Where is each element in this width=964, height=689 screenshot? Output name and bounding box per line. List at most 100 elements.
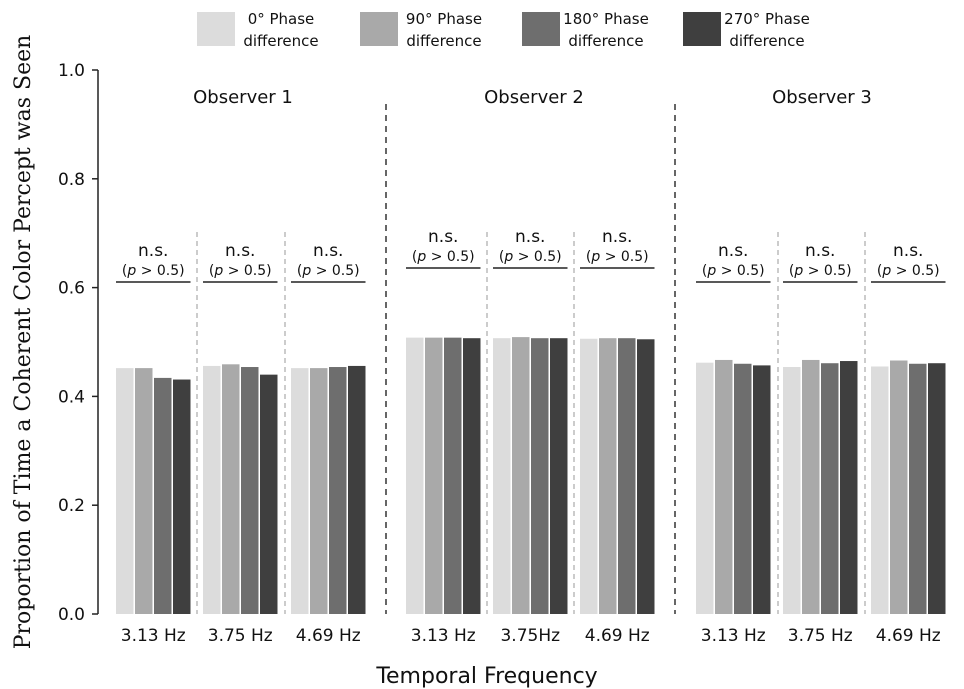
legend-swatch: [522, 12, 560, 46]
bar: [783, 367, 801, 614]
p-value-part: p: [793, 263, 803, 279]
legend-swatch: [197, 12, 235, 46]
p-value-part: > 0.5): [311, 263, 359, 279]
p-value-part: (: [209, 263, 214, 279]
p-value-part: (: [586, 249, 591, 265]
legend-swatch: [683, 12, 721, 46]
legend-label: 180° Phase: [563, 10, 649, 28]
significance-label: n.s.: [602, 227, 632, 247]
bar: [444, 337, 462, 614]
significance-label: n.s.: [313, 241, 343, 261]
significance-label: n.s.: [893, 241, 923, 261]
bar: [406, 337, 424, 614]
p-value-part: p: [416, 249, 426, 265]
p-value-label: (p > 0.5): [586, 249, 649, 265]
p-value-part: > 0.5): [891, 263, 939, 279]
p-value-part: > 0.5): [803, 263, 851, 279]
y-tick-label: 0.8: [58, 170, 85, 190]
p-value-part: > 0.5): [716, 263, 764, 279]
bar: [840, 361, 858, 614]
p-value-part: p: [590, 249, 600, 265]
p-value-label: (p > 0.5): [209, 263, 272, 279]
bar: [425, 337, 443, 614]
significance-label: n.s.: [515, 227, 545, 247]
p-value-part: (: [412, 249, 417, 265]
legend-label: 0° Phase: [248, 10, 315, 28]
bar: [637, 339, 655, 614]
bar: [928, 363, 946, 614]
p-value-label: (p > 0.5): [789, 263, 852, 279]
y-axis: 0.0 0.2 0.4 0.6 0.8 1.0: [58, 61, 99, 625]
p-value-label: (p > 0.5): [122, 263, 185, 279]
bar: [241, 367, 259, 614]
y-tick-label: 0.2: [58, 496, 85, 516]
y-tick-label: 0.6: [58, 279, 85, 299]
p-value-part: p: [301, 263, 311, 279]
p-value-part: p: [126, 263, 136, 279]
p-value-part: p: [881, 263, 891, 279]
significance-label: n.s.: [428, 227, 458, 247]
p-value-part: (: [297, 263, 302, 279]
p-value-part: > 0.5): [223, 263, 271, 279]
significance-label: n.s.: [805, 241, 835, 261]
plot-area: Observer 13.13 Hzn.s.(p > 0.5)3.75 Hzn.s…: [116, 87, 946, 646]
p-value-part: (: [122, 263, 127, 279]
bar: [348, 365, 366, 614]
observer-title: Observer 2: [484, 87, 584, 108]
bar: [550, 338, 568, 614]
bar: [203, 365, 221, 614]
x-tick-label: 3.13 Hz: [411, 626, 476, 646]
bar: [890, 360, 908, 614]
group-separators: [196, 104, 866, 614]
bar: [512, 337, 530, 614]
p-value-part: > 0.5): [513, 249, 561, 265]
x-tick-label: 4.69 Hz: [296, 626, 361, 646]
significance-label: n.s.: [225, 241, 255, 261]
significance-label: n.s.: [718, 241, 748, 261]
y-tick-label: 0.0: [58, 605, 85, 625]
x-tick-label: 3.75Hz: [500, 626, 560, 646]
p-value-part: > 0.5): [426, 249, 474, 265]
bar: [871, 366, 889, 614]
x-tick-label: 3.13 Hz: [121, 626, 186, 646]
p-value-part: > 0.5): [600, 249, 648, 265]
bar: [531, 338, 549, 614]
bar: [493, 338, 511, 614]
legend-label: difference: [406, 32, 481, 50]
legend-label: difference: [729, 32, 804, 50]
bar: [802, 359, 820, 614]
p-value-label: (p > 0.5): [499, 249, 562, 265]
bar: [173, 379, 191, 614]
p-value-label: (p > 0.5): [877, 263, 940, 279]
x-tick-label: 3.75 Hz: [208, 626, 273, 646]
x-axis-label: Temporal Frequency: [375, 664, 597, 689]
observer-title: Observer 1: [193, 87, 293, 108]
bar: [260, 374, 278, 614]
bar: [909, 363, 927, 614]
bar: [291, 368, 309, 614]
bar: [310, 368, 328, 614]
bar: [715, 359, 733, 614]
significance-label: n.s.: [138, 241, 168, 261]
y-tick-label: 0.4: [58, 387, 85, 407]
bar: [463, 338, 481, 614]
p-value-label: (p > 0.5): [297, 263, 360, 279]
legend-label: 90° Phase: [406, 10, 482, 28]
x-tick-label: 4.69 Hz: [585, 626, 650, 646]
observer-title: Observer 3: [772, 87, 872, 108]
bar: [135, 368, 153, 614]
legend-label: difference: [568, 32, 643, 50]
bar: [599, 338, 617, 614]
p-value-label: (p > 0.5): [702, 263, 765, 279]
p-value-part: > 0.5): [136, 263, 184, 279]
legend-label: difference: [243, 32, 318, 50]
bar: [696, 362, 714, 614]
chart-legend: 0° Phase difference 90° Phase difference 180…: [197, 10, 810, 50]
p-value-part: p: [706, 263, 716, 279]
y-tick-label: 1.0: [58, 61, 85, 81]
legend-label: 270° Phase: [724, 10, 810, 28]
bar: [580, 338, 598, 614]
p-value-part: (: [877, 263, 882, 279]
bar: [116, 368, 134, 614]
